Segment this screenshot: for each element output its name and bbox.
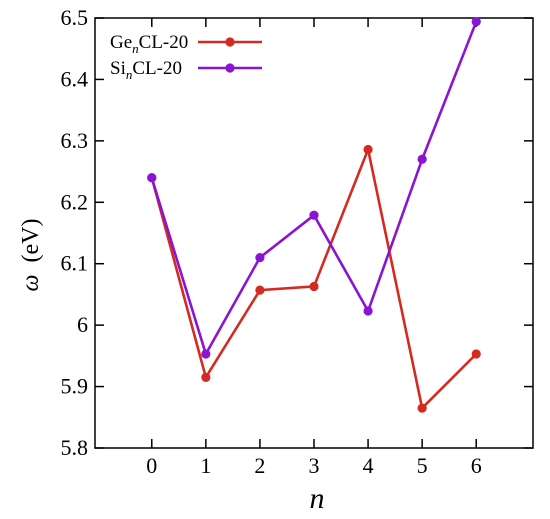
data-point-ge [309, 281, 319, 292]
data-point-ge [417, 403, 427, 413]
legend-item-si: SinCL-20 [110, 58, 262, 82]
series-line-si [150, 21, 478, 356]
data-point-si [255, 252, 265, 263]
legend-marker-si [225, 63, 235, 73]
data-point-si [471, 17, 481, 27]
legend-marker-ge [225, 37, 235, 47]
x-tick-label: 0 [146, 453, 157, 478]
series-si [147, 17, 481, 359]
y-tick-label: 6 [77, 312, 88, 337]
x-tick-label: 1 [200, 453, 211, 478]
data-point-si [417, 154, 427, 164]
x-tick-label: 2 [254, 453, 265, 478]
data-point-si [201, 349, 211, 359]
x-axis-label: n [310, 482, 325, 515]
x-tick-label: 5 [417, 453, 428, 478]
data-point-ge [255, 285, 265, 295]
legend-item-ge: GenCL-20 [110, 32, 262, 56]
y-tick-label: 6.1 [61, 251, 89, 276]
y-tick-label: 6.2 [61, 189, 89, 214]
data-point-ge [363, 144, 373, 155]
series-line-ge [150, 148, 478, 410]
x-tick-label: 4 [363, 453, 374, 478]
y-axis-label-unit: (eV) [18, 219, 44, 263]
y-tick-label: 6.4 [61, 66, 89, 91]
y-tick-label: 6.5 [61, 5, 89, 30]
data-point-si [309, 210, 319, 220]
y-axis-label: ω (eV) [18, 219, 44, 292]
y-tick-label: 5.8 [61, 435, 89, 460]
series-ge [147, 144, 481, 413]
data-point-si [363, 306, 373, 316]
legend-label-ge: GenCL-20 [110, 32, 188, 56]
y-axis-label-symbol: ω [18, 275, 44, 292]
y-tick-label: 6.3 [61, 128, 89, 153]
plot-frame [94, 17, 534, 449]
y-tick-label: 5.9 [61, 374, 89, 399]
legend-label-si: SinCL-20 [110, 58, 182, 82]
data-point-ge [201, 372, 211, 382]
x-tick-label: 3 [309, 453, 320, 478]
data-point-ge [471, 349, 481, 359]
data-point-si [147, 173, 157, 183]
x-tick-label: 6 [471, 453, 482, 478]
